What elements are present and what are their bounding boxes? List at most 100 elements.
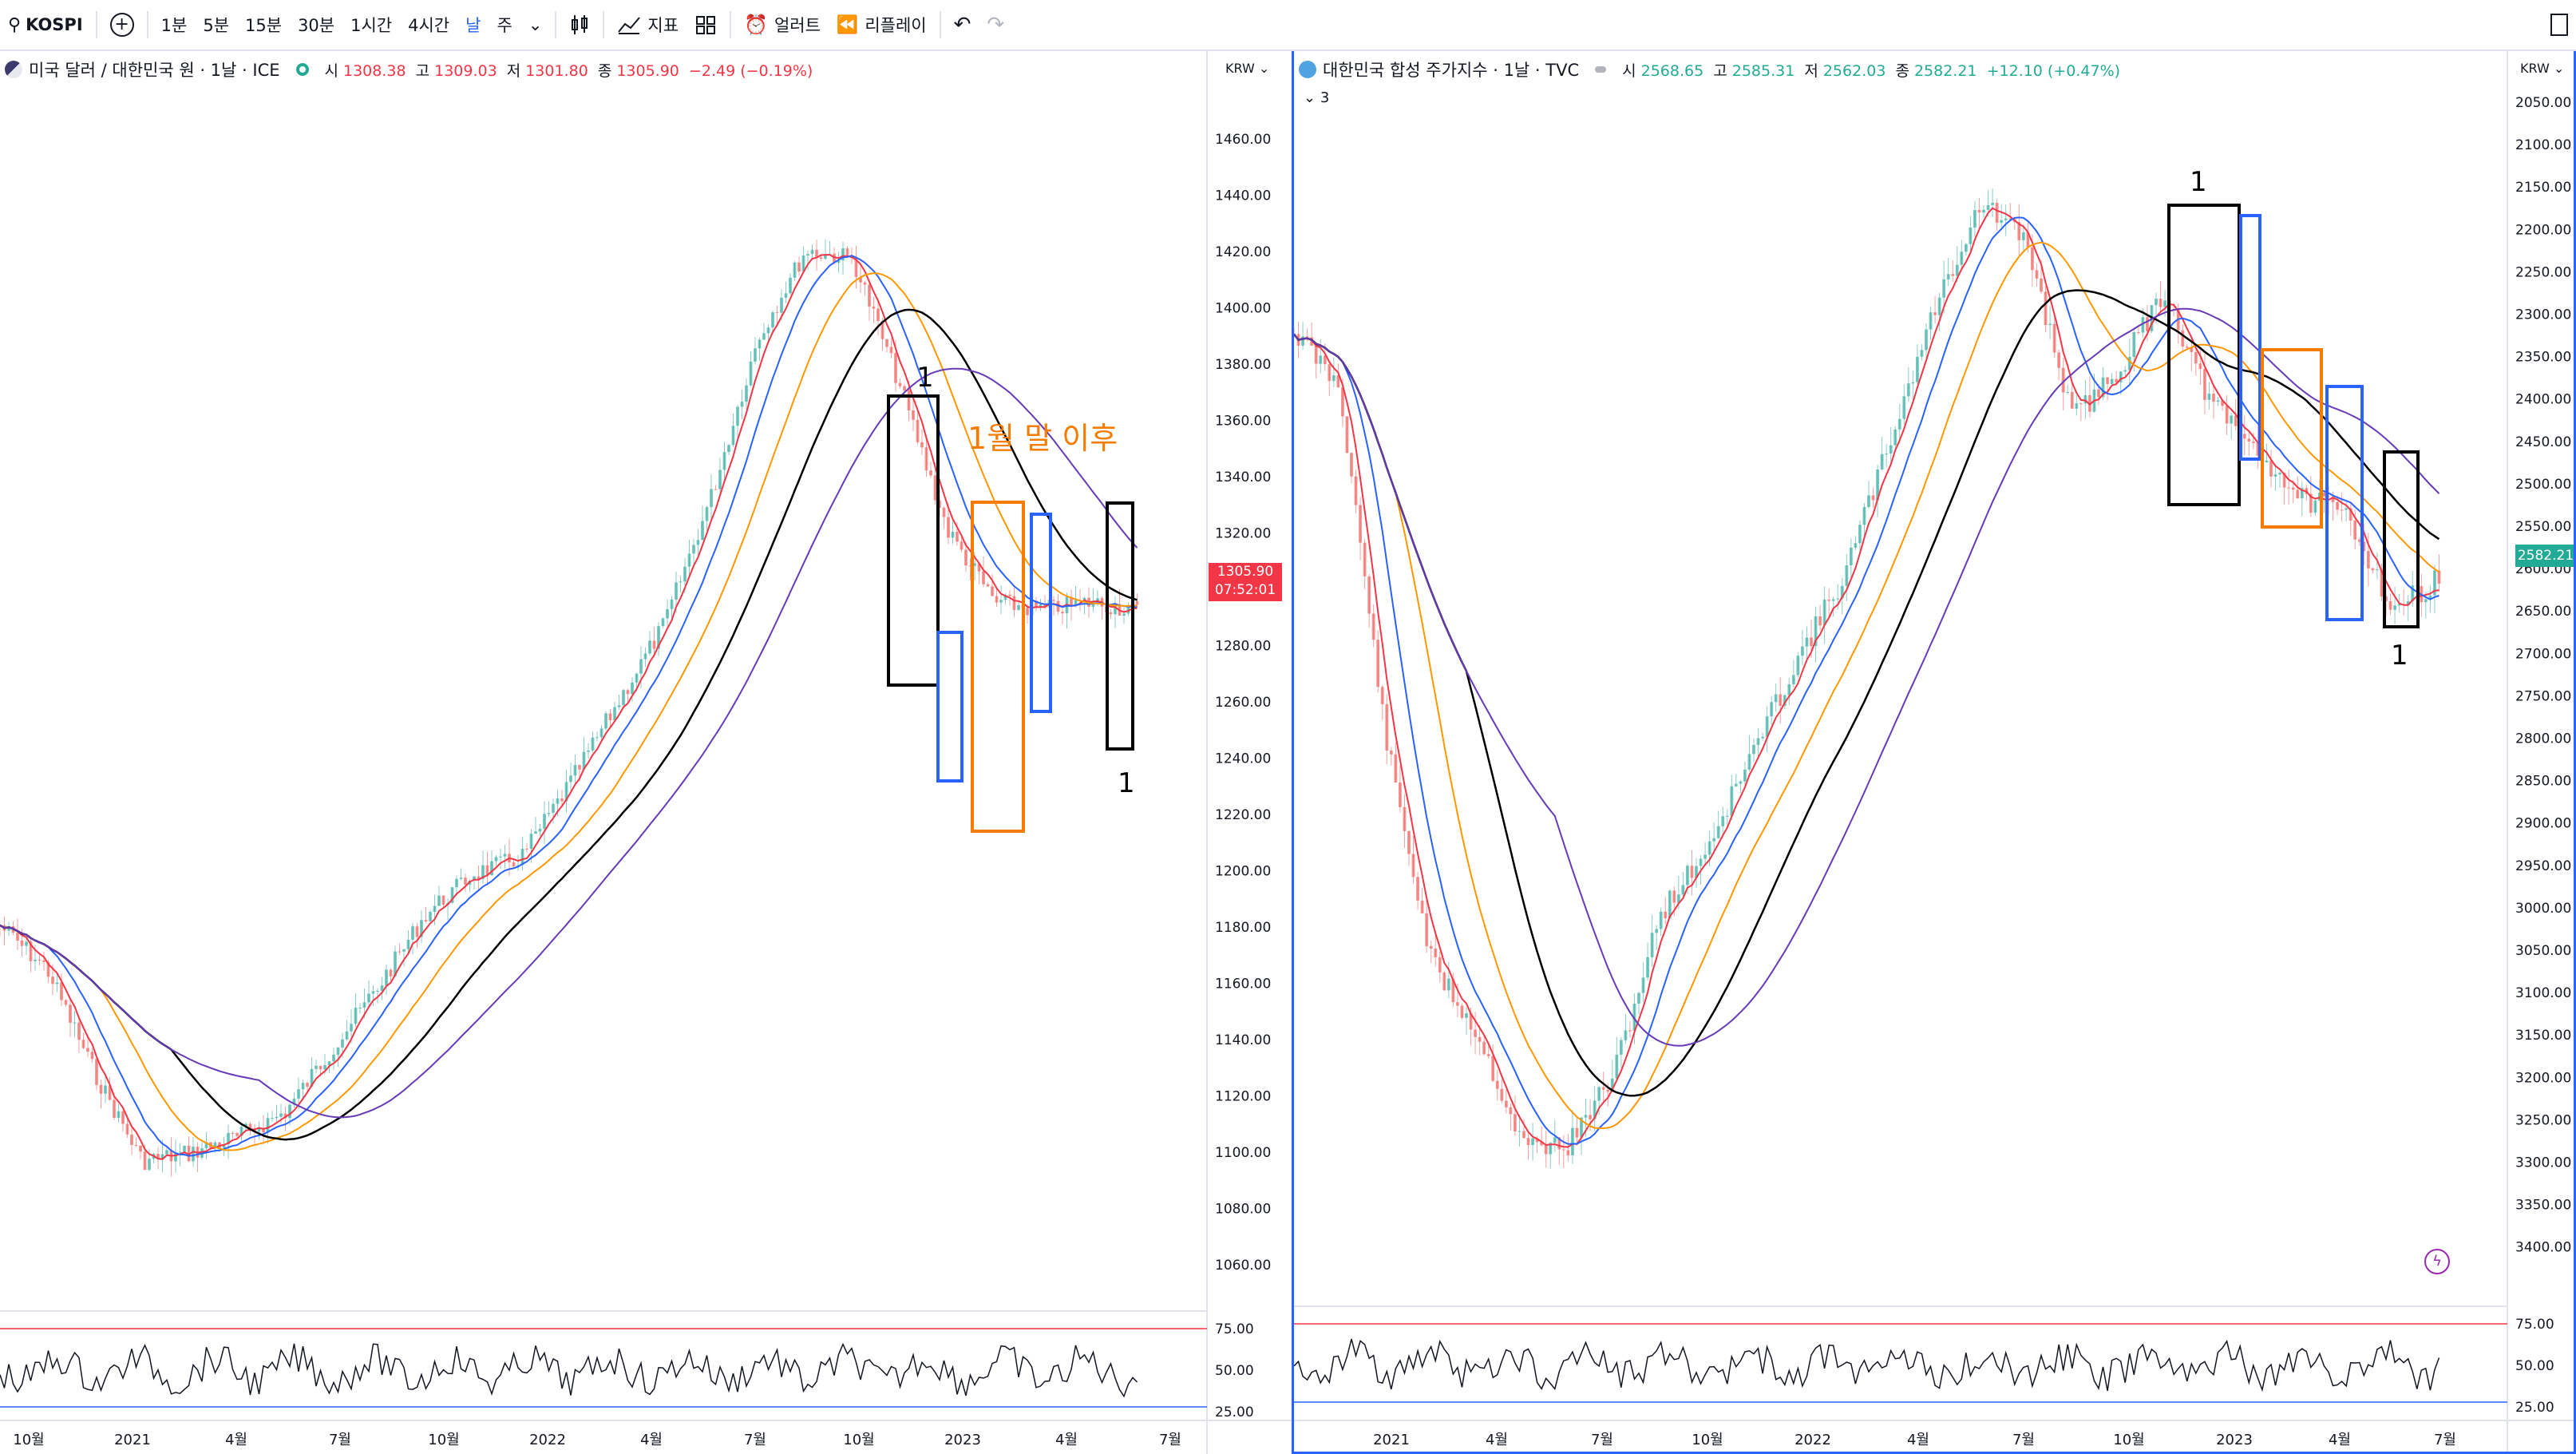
lightning-icon[interactable]: ϟ xyxy=(2424,1249,2450,1274)
candle-body xyxy=(2282,473,2286,488)
candle-body xyxy=(464,878,467,885)
candle-body xyxy=(1964,244,1968,252)
candle-body xyxy=(1854,543,1858,548)
interval-1h[interactable]: 1시간 xyxy=(350,16,393,35)
left-chart-pane[interactable]: 1460.00 1440.00 1420.00 1400.00 1380.00 1360.… xyxy=(0,51,1292,1454)
interval-30m[interactable]: 30분 xyxy=(298,16,335,35)
price-tick-label: 3400.00 xyxy=(2515,1240,2571,1256)
indicator-count: 3 xyxy=(1320,89,1330,106)
rsi-tick-label: 75.00 xyxy=(1215,1321,1254,1337)
left-currency-select[interactable]: KRW ⌄ xyxy=(1225,61,1270,76)
price-tick-label: 2900.00 xyxy=(2515,816,2571,832)
candle-body xyxy=(1849,547,1853,565)
right-currency-select[interactable]: KRW ⌄ xyxy=(2520,61,2565,76)
usdkrw-chart[interactable]: 1460.00 1440.00 1420.00 1400.00 1380.00 1360.… xyxy=(0,51,1292,1454)
candle-body xyxy=(64,1000,68,1005)
candle-body xyxy=(1668,890,1672,919)
candle-body xyxy=(2345,508,2348,510)
kospi-chart[interactable]: 2050.00 2100.00 2150.00 2200.00 2250.00 2300.… xyxy=(1294,51,2576,1454)
price-tick-label: 1340.00 xyxy=(1215,469,1271,485)
candle-body xyxy=(1906,383,1910,397)
interval-1m[interactable]: 1분 xyxy=(160,16,188,35)
candle-body xyxy=(2251,441,2255,443)
interval-dropdown[interactable]: ⌄ xyxy=(520,0,551,50)
right-ohlc: 시 2568.65 고 2585.31 저 2562.03 종 2582.21 +12.… xyxy=(1622,61,2121,80)
price-tick-label: 2850.00 xyxy=(2515,774,2571,790)
layout-button[interactable] xyxy=(687,0,725,50)
candle-body xyxy=(1359,505,1363,543)
candle-body xyxy=(920,442,924,448)
candle-body xyxy=(2216,400,2220,402)
candle-body xyxy=(1880,454,1884,469)
price-tick-label: 3100.00 xyxy=(2515,985,2571,1001)
compare-button[interactable]: + xyxy=(102,0,142,50)
interval-week[interactable]: 주 xyxy=(497,16,512,35)
candle-body xyxy=(2300,488,2304,499)
candle-body xyxy=(1911,382,1915,384)
alert-button[interactable]: ⏰ 얼러트 xyxy=(736,0,829,50)
candle-body xyxy=(174,1152,177,1162)
rsi-line xyxy=(0,1342,1138,1398)
interval-day[interactable]: 날 xyxy=(465,16,481,35)
time-tick-label: 4월 xyxy=(1055,1432,1078,1448)
candle-body xyxy=(183,1145,186,1152)
candle-body xyxy=(1035,600,1038,608)
candle-body xyxy=(2313,501,2317,513)
undo-button[interactable]: ↶ xyxy=(946,0,979,50)
candle-body xyxy=(903,386,906,390)
candle-body xyxy=(1659,911,1663,929)
candle-body xyxy=(525,849,528,850)
fullscreen-button[interactable] xyxy=(2542,0,2576,50)
candle-body xyxy=(16,933,19,941)
symbol-search[interactable]: ⚲ KOSPI xyxy=(0,0,91,50)
candle-body xyxy=(69,1004,72,1023)
candle-body xyxy=(1986,204,1990,210)
candle-body xyxy=(420,920,423,937)
candle-body xyxy=(587,750,590,752)
candle-body xyxy=(2406,600,2410,605)
candle-body xyxy=(275,1116,279,1119)
price-tick-label: 2400.00 xyxy=(2515,392,2571,408)
candle-body xyxy=(1407,830,1411,854)
candle-body xyxy=(599,728,603,738)
interval-15m[interactable]: 15분 xyxy=(245,16,283,35)
candle-body xyxy=(20,941,24,946)
candle-body xyxy=(1469,1013,1473,1030)
candle-body xyxy=(1822,600,1826,626)
redo-button[interactable]: ↷ xyxy=(979,0,1012,50)
candle-body xyxy=(635,673,639,683)
candle-body xyxy=(1641,977,1645,993)
indicator-toggle[interactable]: ⌄ 3 xyxy=(1304,89,1329,106)
candle-body xyxy=(481,865,485,879)
chart-type-button[interactable] xyxy=(561,0,598,50)
candle-body xyxy=(1960,252,1964,265)
price-tick-label: 2800.00 xyxy=(2515,731,2571,747)
candle-body xyxy=(2181,330,2185,347)
candle-body xyxy=(1915,356,1919,382)
candle-body xyxy=(1756,738,1760,745)
candle-body xyxy=(687,553,691,567)
candle-body xyxy=(2212,394,2215,402)
price-tick-label: 2750.00 xyxy=(2515,688,2571,704)
right-last-price-tag: 2582.21 xyxy=(2515,545,2574,567)
candle-body xyxy=(2287,487,2291,489)
candle-body xyxy=(1446,978,1450,991)
candle-body xyxy=(459,878,463,879)
indicators-button[interactable]: 지표 xyxy=(609,0,687,50)
interval-4h[interactable]: 4시간 xyxy=(408,16,450,35)
chevron-down-icon: ⌄ xyxy=(2549,61,2565,76)
candle-body xyxy=(362,1002,366,1008)
moving-average-line xyxy=(1294,207,2439,1148)
rsi-line xyxy=(1294,1338,2440,1393)
candle-body xyxy=(1561,1149,1565,1151)
candle-body xyxy=(441,895,445,905)
candle-body xyxy=(837,260,841,263)
candle-body xyxy=(543,814,546,829)
candle-body xyxy=(626,690,630,695)
candle-body xyxy=(262,1128,265,1133)
candle-body xyxy=(722,452,726,470)
replay-button[interactable]: ⏪ 리플레이 xyxy=(829,0,935,50)
interval-5m[interactable]: 5분 xyxy=(203,16,230,35)
candle-body xyxy=(2035,270,2039,279)
right-chart-pane[interactable]: 2050.00 2100.00 2150.00 2200.00 2250.00 2300.… xyxy=(1292,51,2576,1454)
